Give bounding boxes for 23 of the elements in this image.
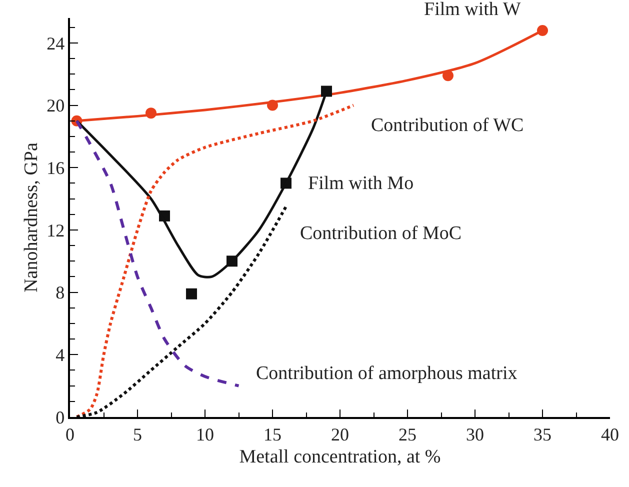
y-axis-title: Nanohardness, GPa <box>21 142 42 292</box>
x-axis-title: Metall concentration, at % <box>239 446 441 468</box>
x-tick-label: 5 <box>133 424 142 444</box>
y-tick-label: 12 <box>46 220 65 240</box>
y-tick-label: 0 <box>56 407 65 428</box>
y-tick-label: 20 <box>46 96 65 116</box>
x-tick-label: 40 <box>601 424 619 444</box>
x-tick-label: 35 <box>534 424 552 444</box>
y-tick-label: 8 <box>56 282 65 303</box>
x-tick-label: 25 <box>398 424 416 444</box>
x-tick-label: 30 <box>466 424 484 444</box>
y-tick-label: 16 <box>46 158 65 178</box>
series-label: Film with Mo <box>308 173 414 194</box>
x-tick-label: 15 <box>264 424 282 444</box>
x-tick-label: 10 <box>196 424 214 444</box>
x-tick-label: 20 <box>331 424 349 444</box>
y-tick-label: 24 <box>46 33 65 54</box>
series-label: Contribution of MoC <box>300 223 462 244</box>
y-tick-label: 4 <box>56 344 65 365</box>
series-label: Film with W <box>424 0 521 20</box>
point <box>186 288 197 300</box>
series-label: Contribution of amorphous matrix <box>256 363 518 384</box>
series-label: Contribution of WC <box>371 115 524 136</box>
